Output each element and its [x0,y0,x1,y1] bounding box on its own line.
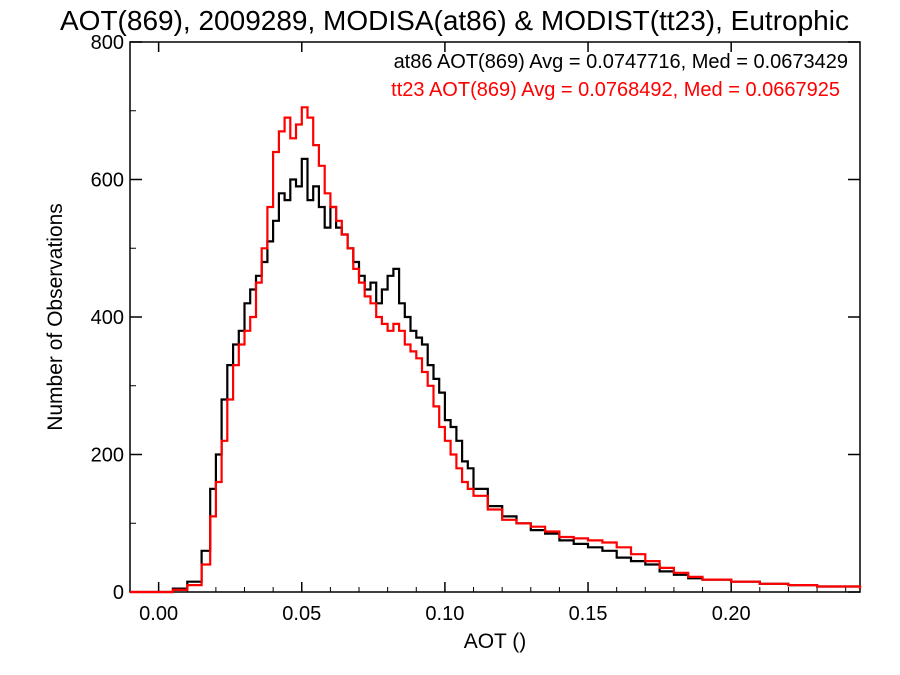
y-tick-label: 400 [91,307,124,329]
series-lines [130,106,862,594]
legend-entry-at86: at86 AOT(869) Avg = 0.0747716, Med = 0.0… [394,51,848,73]
x-tick-label: 0.15 [569,603,608,625]
y-ticks: 0 200 400 600 800 [91,32,860,604]
series-line-tt23 [130,106,862,594]
y-tick-label: 600 [91,170,124,192]
y-axis-label: Number of Observations [44,203,67,431]
y-tick-label: 200 [91,445,124,467]
legend-entry-tt23: tt23 AOT(869) Avg = 0.0768492, Med = 0.0… [391,79,840,101]
x-axis-label: AOT () [464,630,527,653]
x-tick-label: 0.00 [139,603,178,625]
x-ticks: 0.00 0.05 0.10 0.15 0.20 [139,42,847,625]
chart-title: AOT(869), 2009289, MODISA(at86) & MODIST… [60,5,849,36]
y-tick-label: 0 [113,582,124,604]
x-tick-label: 0.20 [712,603,751,625]
x-tick-label: 0.05 [282,603,321,625]
x-tick-label: 0.10 [425,603,464,625]
y-tick-label: 800 [91,32,124,54]
